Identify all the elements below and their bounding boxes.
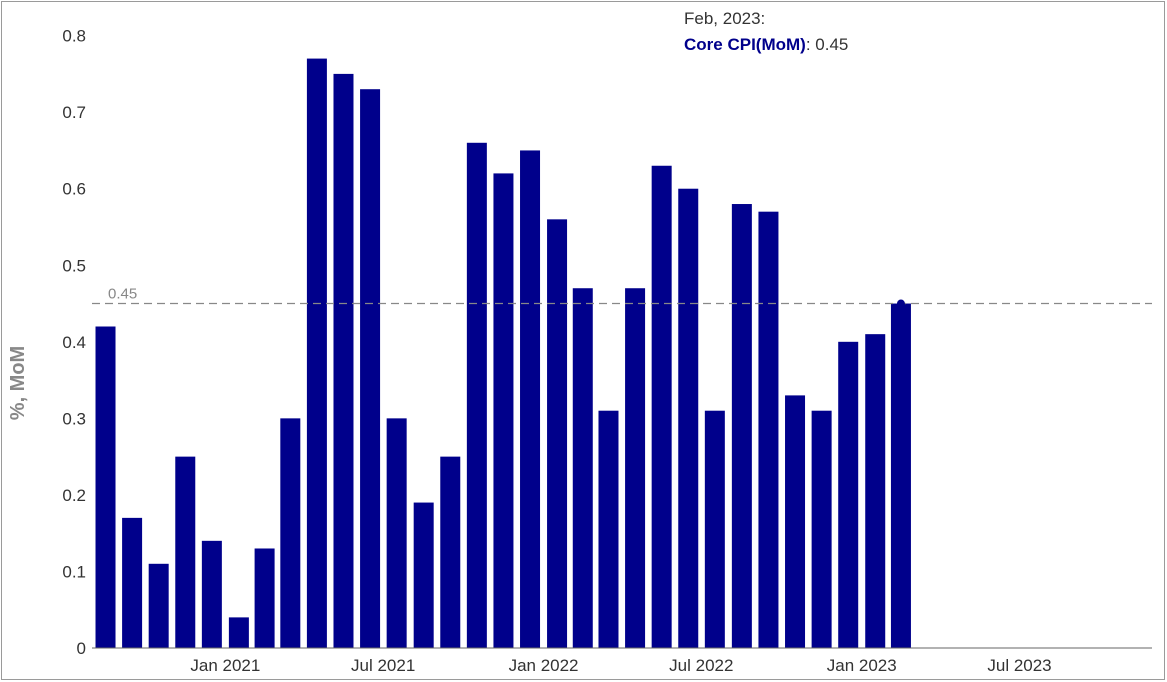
bar (386, 418, 407, 648)
bar (731, 204, 752, 648)
bar (678, 188, 699, 648)
y-tick-label: 0.5 (62, 256, 86, 275)
x-axis: Jan 2021 Jul 2021 Jan 2022 Jul 2022 Jan 2023… (92, 647, 1152, 675)
tooltip: Feb, 2023: Core CPI(MoM): 0.45 (684, 9, 848, 54)
bar (651, 165, 672, 648)
bar (572, 288, 593, 648)
bar (838, 341, 859, 648)
x-tick-label: Jul 2023 (987, 656, 1051, 675)
bar (122, 517, 143, 648)
x-tick-label: Jan 2021 (190, 656, 260, 675)
x-tick-label: Jul 2022 (669, 656, 733, 675)
y-tick-label: 0.7 (62, 103, 86, 122)
bar (466, 142, 487, 649)
highlight-point (896, 299, 905, 308)
tooltip-date: Feb, 2023: (684, 9, 765, 28)
bar (598, 410, 619, 648)
x-tick-label: Jul 2021 (351, 656, 415, 675)
bar (440, 456, 461, 648)
bar (254, 548, 275, 648)
bar (493, 173, 514, 648)
bar (201, 540, 222, 648)
reference-line: 0.45 (92, 286, 1152, 308)
bar (95, 326, 116, 648)
bar (360, 89, 381, 648)
tooltip-value: : 0.45 (806, 35, 849, 54)
bar (865, 334, 886, 648)
y-tick-label: 0.3 (62, 409, 86, 428)
bar (547, 219, 568, 649)
bar (758, 211, 779, 648)
bar (306, 58, 327, 649)
y-tick-label: 0.2 (62, 486, 86, 505)
x-tick-label: Jan 2022 (509, 656, 579, 675)
y-tick-label: 0.8 (62, 27, 86, 46)
tooltip-series-name: Core CPI(MoM) (684, 35, 806, 54)
bar (890, 303, 911, 648)
bar (785, 395, 806, 648)
bar (704, 410, 725, 648)
bar (811, 410, 832, 648)
y-tick-label: 0.1 (62, 562, 86, 581)
y-tick-label: 0.6 (62, 180, 86, 199)
bar (175, 456, 196, 648)
bar (413, 502, 434, 648)
y-axis: 0 0.1 0.2 0.3 0.4 0.5 0.6 0.7 0.8 (62, 27, 86, 658)
bar (228, 617, 249, 648)
reference-line-label: 0.45 (108, 286, 137, 303)
bar (280, 418, 301, 648)
bar (333, 73, 354, 648)
y-tick-label: 0 (77, 639, 86, 658)
y-axis-label: %, MoM (7, 346, 29, 420)
bars (95, 58, 911, 649)
x-tick-label: Jan 2023 (827, 656, 897, 675)
y-tick-label: 0.4 (62, 333, 86, 352)
bar (520, 150, 541, 648)
bar (625, 288, 646, 648)
bar (148, 563, 169, 648)
tooltip-value-line: Core CPI(MoM): 0.45 (684, 35, 848, 54)
